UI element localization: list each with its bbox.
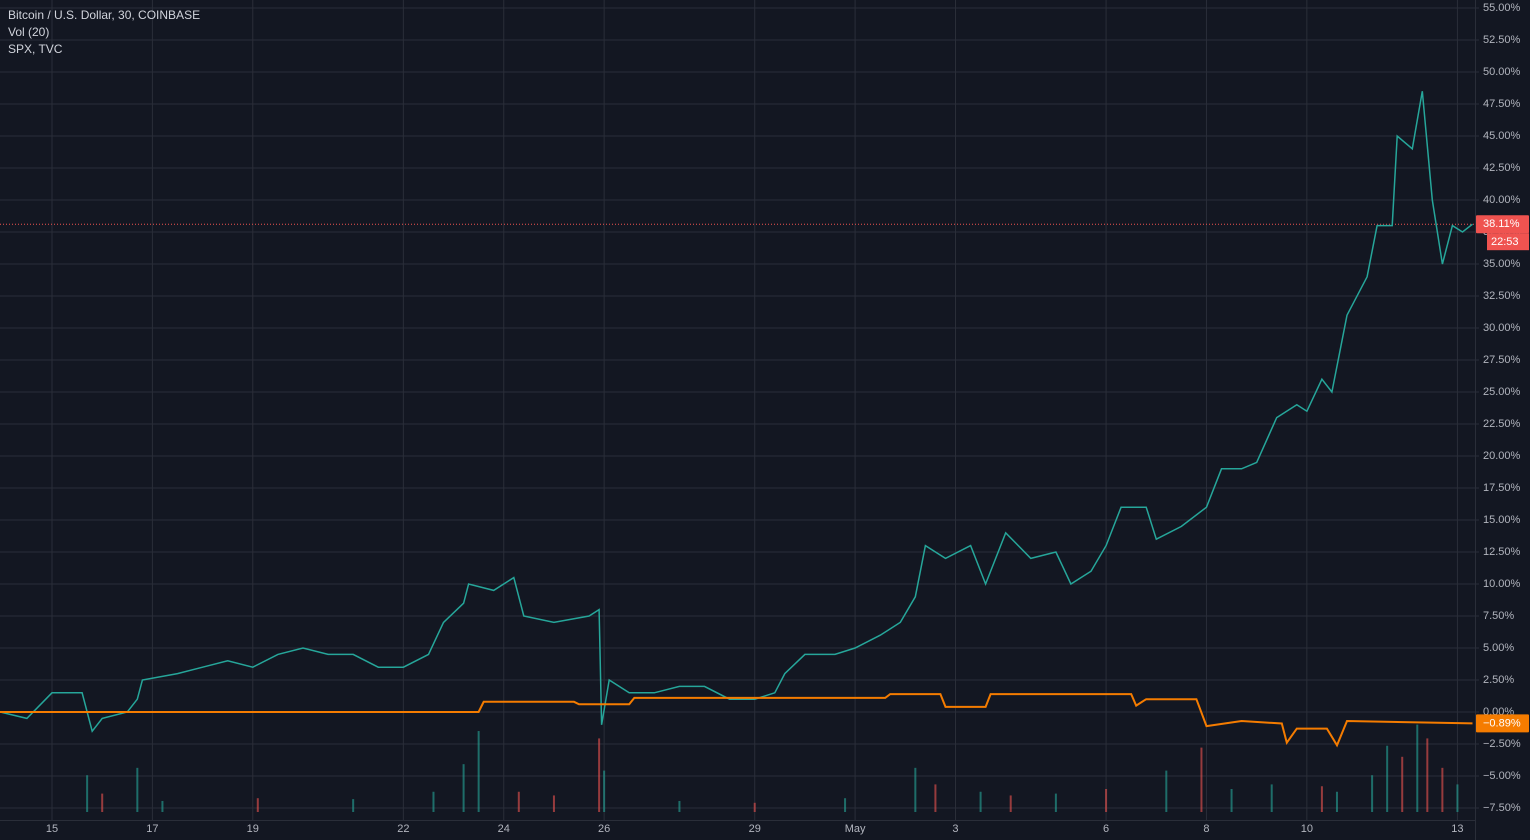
y-tick-label: 42.50%	[1483, 162, 1521, 174]
x-tick-label: 22	[397, 823, 409, 835]
volume-bar	[477, 731, 480, 812]
y-tick-label: 10.00%	[1483, 578, 1521, 590]
countdown-label: 22:53	[1491, 236, 1519, 248]
volume-bar	[101, 793, 104, 812]
y-tick-label: 45.00%	[1483, 130, 1521, 142]
x-tick-label: May	[845, 823, 866, 835]
y-tick-label: 27.50%	[1483, 354, 1521, 366]
y-tick-label: 55.00%	[1483, 2, 1521, 14]
volume-bar	[1270, 784, 1273, 812]
volume-bar	[1335, 791, 1338, 812]
y-tick-label: 50.00%	[1483, 66, 1521, 78]
legend-entry: Bitcoin / U.S. Dollar, 30, COINBASE	[8, 8, 200, 22]
volume-bar	[1165, 770, 1168, 812]
volume-bar	[462, 764, 465, 812]
x-tick-label: 29	[749, 823, 761, 835]
x-tick-label: 19	[247, 823, 259, 835]
y-tick-label: 20.00%	[1483, 450, 1521, 462]
volume-bar	[1009, 795, 1012, 812]
y-tick-label: 30.00%	[1483, 322, 1521, 334]
volume-bar	[352, 799, 355, 812]
volume-bar	[603, 770, 606, 812]
y-tick-label: 12.50%	[1483, 546, 1521, 558]
volume-bar	[517, 791, 520, 812]
y-tick-label: 5.00%	[1483, 642, 1514, 654]
x-tick-label: 3	[952, 823, 958, 835]
volume-bar	[1386, 745, 1389, 812]
legend-entry: Vol (20)	[8, 25, 49, 39]
y-tick-label: −2.50%	[1483, 738, 1521, 750]
volume-bar	[86, 775, 89, 812]
volume-bar	[1230, 789, 1233, 812]
volume-bar	[753, 802, 756, 812]
x-tick-label: 17	[146, 823, 158, 835]
x-tick-label: 13	[1451, 823, 1463, 835]
y-tick-label: 47.50%	[1483, 98, 1521, 110]
volume-bar	[1371, 775, 1374, 812]
price-label: −0.89%	[1483, 717, 1521, 729]
x-tick-label: 15	[46, 823, 58, 835]
volume-bar	[1426, 738, 1429, 812]
price-badge	[1476, 215, 1529, 234]
x-tick-label: 6	[1103, 823, 1109, 835]
volume-bar	[161, 800, 164, 812]
y-tick-label: 52.50%	[1483, 34, 1521, 46]
legend-entry: SPX, TVC	[8, 42, 63, 56]
price-label: 38.11%	[1483, 218, 1520, 230]
volume-bar	[979, 791, 982, 812]
price-badge	[1476, 714, 1529, 733]
series-line	[0, 693, 1473, 748]
volume-bar	[914, 767, 917, 812]
volume-bar	[1441, 767, 1444, 812]
volume-bar	[844, 798, 847, 812]
x-tick-label: 10	[1301, 823, 1313, 835]
x-tick-label: 8	[1203, 823, 1209, 835]
y-tick-label: 2.50%	[1483, 674, 1514, 686]
volume-bar	[1416, 724, 1419, 812]
y-tick-label: −5.00%	[1483, 770, 1521, 782]
y-tick-label: −7.50%	[1483, 802, 1521, 814]
volume-bar	[432, 791, 435, 812]
volume-bar	[1456, 784, 1459, 812]
y-tick-label: 40.00%	[1483, 194, 1521, 206]
volume-bar	[1054, 793, 1057, 812]
y-tick-label: 32.50%	[1483, 290, 1521, 302]
volume-bar	[598, 738, 601, 812]
volume-bar	[1401, 756, 1404, 812]
y-tick-label: 35.00%	[1483, 258, 1521, 270]
x-tick-label: 24	[498, 823, 510, 835]
x-tick-label: 26	[598, 823, 610, 835]
volume-bar	[256, 798, 259, 812]
series-line	[0, 91, 1473, 733]
volume-bar	[1200, 747, 1203, 812]
volume-bar	[1105, 789, 1108, 812]
volume-bar	[1320, 786, 1323, 812]
volume-bar	[136, 767, 139, 812]
y-tick-label: 25.00%	[1483, 386, 1521, 398]
volume-bar	[552, 795, 555, 812]
volume-bar	[934, 784, 937, 812]
y-tick-label: 17.50%	[1483, 482, 1521, 494]
countdown-badge	[1487, 233, 1529, 251]
volume-bar	[678, 800, 681, 812]
y-tick-label: 7.50%	[1483, 610, 1514, 622]
y-tick-label: 22.50%	[1483, 418, 1521, 430]
y-tick-label: 15.00%	[1483, 514, 1521, 526]
